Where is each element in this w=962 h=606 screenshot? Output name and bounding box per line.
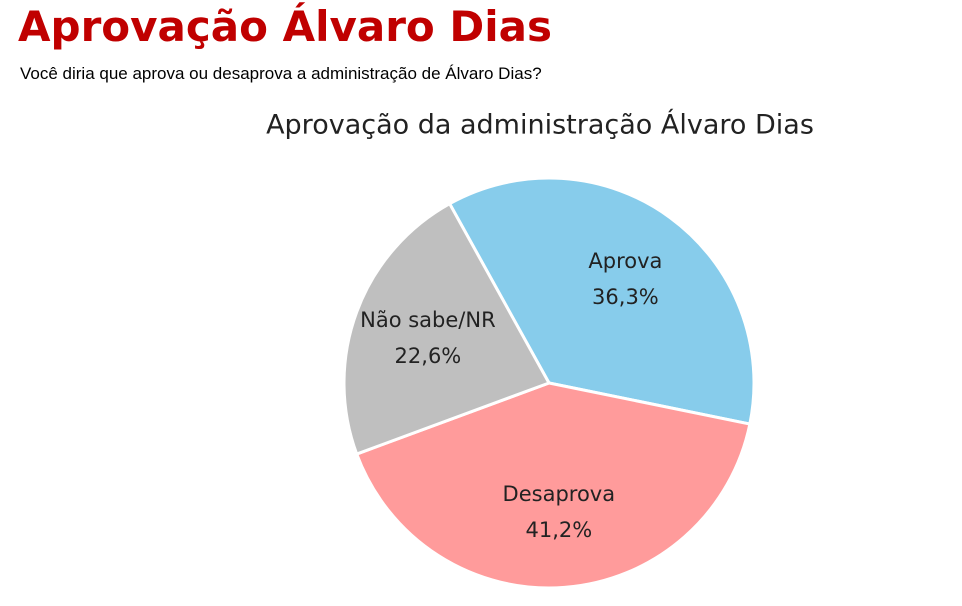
- page-subtitle: Você diria que aprova ou desaprova a adm…: [20, 64, 542, 83]
- chart-title: Aprovação da administração Álvaro Dias: [266, 109, 814, 141]
- pie-slice: [342, 201, 552, 456]
- pie-slice: [354, 381, 752, 590]
- value-label: 41,2%: [525, 518, 592, 542]
- value-label: 22,6%: [395, 344, 462, 368]
- value-label: 36,3%: [592, 285, 659, 309]
- pie-slice: [447, 176, 756, 426]
- slice-label: Desaprova: [503, 482, 616, 506]
- slice-label: Aprova: [588, 249, 662, 273]
- page-title: Aprovação Álvaro Dias: [18, 2, 552, 51]
- slice-label: Não sabe/NR: [360, 308, 496, 332]
